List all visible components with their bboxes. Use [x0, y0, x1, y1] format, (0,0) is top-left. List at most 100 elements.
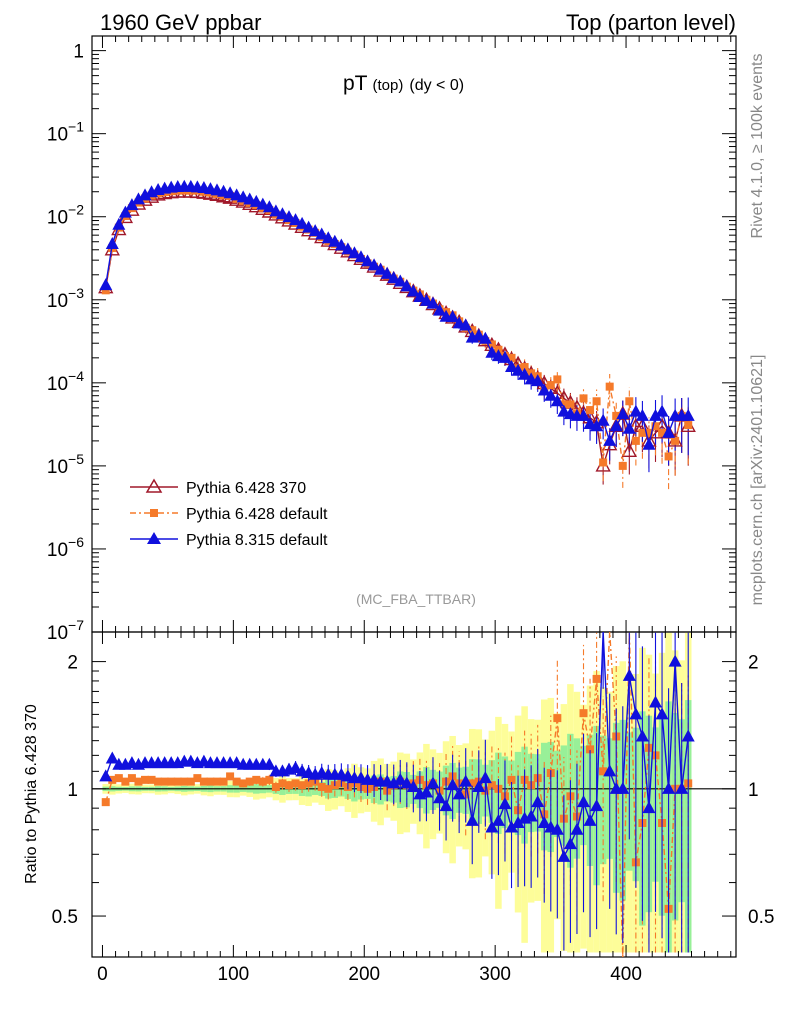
ratio-marker-2: [583, 813, 597, 826]
header-right: Top (parton level): [566, 10, 736, 35]
ratio-marker-2: [505, 820, 519, 833]
ratio-marker-2: [439, 799, 453, 812]
ratio-y-tick-label: 2: [748, 653, 759, 674]
ratio-marker-2: [603, 764, 617, 777]
main-y-tick-label: 10−1: [47, 119, 84, 146]
main-marker-2: [498, 350, 512, 363]
ratio-marker-2: [635, 729, 649, 742]
main-marker-2: [649, 408, 662, 421]
main-marker-1: [586, 406, 595, 415]
ratio-marker-2: [452, 787, 466, 800]
ratio-marker-1: [167, 777, 176, 786]
main-marker-2: [380, 266, 394, 279]
ratio-marker-1: [265, 775, 274, 784]
main-marker-2: [478, 331, 492, 344]
main-y-tick-label: 10−2: [47, 202, 84, 229]
ratio-marker-2: [433, 791, 447, 804]
ratio-marker-1: [239, 779, 248, 788]
ratio-panel: 2 2 1 1 0.5 0.5 Ratio to Pythia 6.428 370: [23, 631, 774, 958]
main-marker-2: [282, 210, 296, 223]
main-marker-2: [321, 231, 335, 244]
ratio-marker-1: [586, 745, 595, 754]
main-marker-1: [487, 340, 496, 349]
main-marker-1: [592, 397, 601, 406]
main-marker-2: [295, 216, 309, 229]
plot-title-cut: (dy < 0): [409, 77, 464, 94]
ratio-marker-1: [160, 777, 169, 786]
ratio-marker-2: [498, 797, 512, 810]
ratio-y-tick-label: 1: [67, 780, 78, 801]
main-marker-2: [334, 238, 348, 251]
ratio-marker-2: [511, 816, 525, 829]
main-marker-1: [651, 422, 660, 431]
plot-title: pT (top) (dy < 0): [343, 72, 464, 95]
ratio-marker-2: [563, 837, 577, 850]
legend-entry-p6-default: Pythia 6.428 default: [130, 506, 328, 523]
ratio-marker-1: [468, 779, 477, 788]
ratio-marker-1: [173, 777, 182, 786]
main-marker-2: [550, 394, 564, 407]
main-marker-2: [511, 363, 525, 376]
main-marker-2: [361, 254, 375, 267]
main-marker-2: [544, 388, 558, 401]
main-marker-2: [387, 271, 401, 284]
ratio-marker-1: [206, 777, 215, 786]
main-line-2: [105, 185, 689, 445]
x-tick-label: 0: [97, 964, 108, 985]
main-marker-2: [400, 279, 414, 292]
ratio-marker-2: [681, 729, 695, 742]
legend-label-p6-default: Pythia 6.428 default: [186, 506, 328, 523]
ratio-marker-2: [668, 654, 682, 667]
main-marker-2: [590, 419, 604, 432]
ratio-marker-1: [487, 781, 496, 790]
x-axis: 0 100 200 300 400: [97, 36, 732, 985]
ratio-marker-2: [262, 757, 276, 770]
ratio-marker-1: [271, 782, 280, 791]
ratio-marker-1: [252, 775, 261, 784]
ratio-y-tick-label: 0.5: [748, 907, 774, 928]
ratio-marker-1: [245, 777, 254, 786]
main-marker-2: [308, 224, 322, 237]
ratio-marker-1: [507, 775, 516, 784]
main-marker-0: [621, 442, 637, 457]
main-y-ticks: 1 10−1 10−2 10−3 10−4 10−5 10−6 10−7: [47, 42, 736, 644]
ratio-marker-2: [289, 761, 303, 774]
main-panel: pT (top) (dy < 0) (MC_FBA_TTBAR) 1 10−1 10−2…: [47, 35, 737, 644]
ratio-marker-2: [446, 778, 460, 791]
x-tick-label: 200: [348, 964, 380, 985]
main-marker-2: [537, 383, 551, 396]
ratio-marker-1: [232, 777, 241, 786]
main-marker-2: [341, 242, 355, 255]
ratio-frame: [91, 631, 737, 958]
main-marker-2: [577, 408, 591, 421]
analysis-tag: (MC_FBA_TTBAR): [356, 591, 476, 607]
main-marker-1: [101, 286, 110, 295]
main-marker-2: [635, 408, 649, 421]
main-marker-2: [393, 274, 407, 287]
main-marker-1: [553, 375, 562, 384]
main-marker-1: [520, 363, 529, 372]
main-marker-1: [664, 452, 673, 461]
ratio-marker-1: [284, 781, 293, 790]
ratio-marker-1: [186, 777, 195, 786]
ratio-marker-2: [459, 774, 473, 787]
ratio-marker-2: [577, 795, 591, 808]
legend-entry-p8-default: Pythia 8.315 default: [130, 532, 328, 549]
main-marker-2: [433, 303, 447, 316]
ratio-marker-2: [655, 707, 669, 720]
main-marker-2: [406, 284, 420, 297]
ratio-marker-2: [629, 707, 643, 720]
main-marker-2: [315, 227, 329, 240]
main-marker-2: [446, 310, 460, 323]
main-marker-1: [612, 411, 621, 420]
ratio-marker-2: [393, 772, 407, 785]
header-left: 1960 GeV ppbar: [100, 10, 261, 35]
main-marker-2: [485, 345, 499, 358]
main-marker-2: [374, 262, 388, 275]
main-marker-1: [671, 436, 680, 445]
ratio-marker-1: [304, 779, 313, 788]
x-tick-label: 100: [218, 964, 250, 985]
legend-label-p8-default: Pythia 8.315 default: [186, 532, 328, 549]
ratio-marker-2: [570, 822, 584, 835]
ratio-marker-2: [531, 795, 545, 808]
